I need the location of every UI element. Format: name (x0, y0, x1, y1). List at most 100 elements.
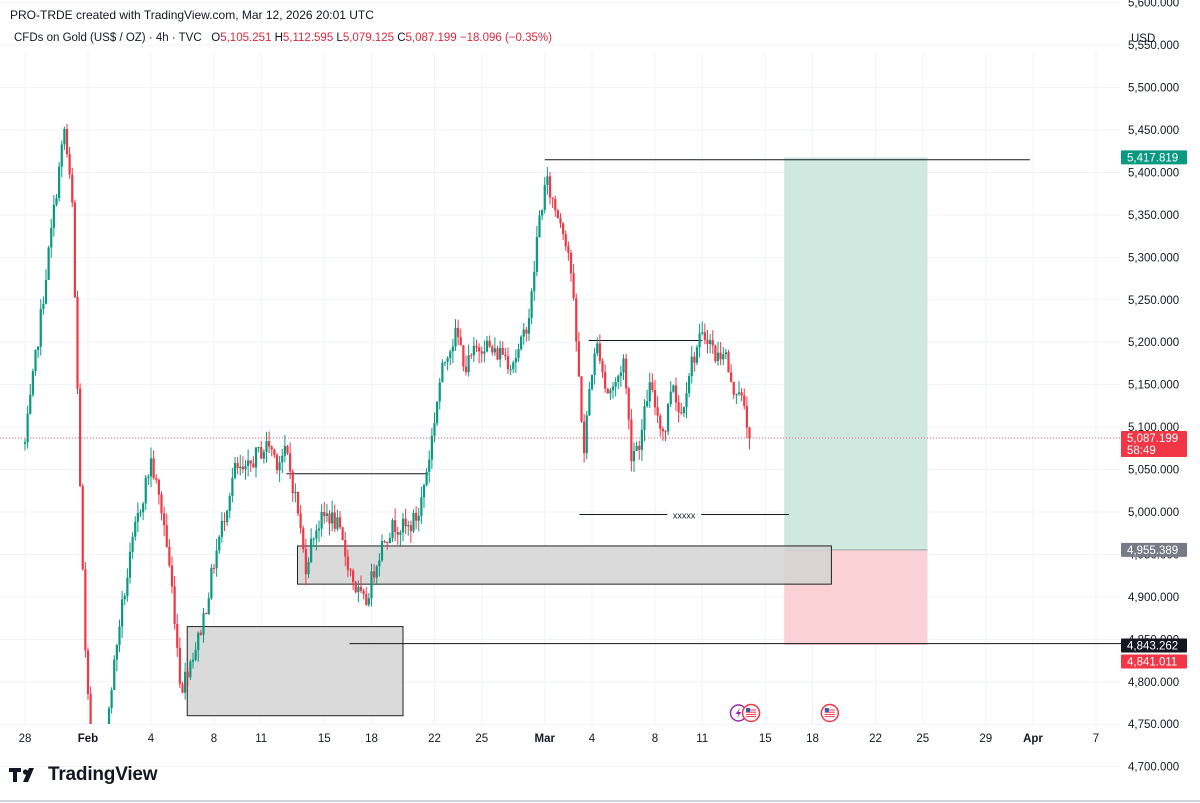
candle-body[interactable] (436, 401, 439, 424)
candle-body[interactable] (504, 354, 507, 357)
candle-body[interactable] (730, 372, 733, 382)
candle-body[interactable] (643, 406, 646, 430)
candle-body[interactable] (451, 346, 454, 352)
candle-body[interactable] (134, 521, 137, 537)
candle-body[interactable] (698, 333, 701, 348)
candle-body[interactable] (646, 401, 649, 407)
candle-body[interactable] (278, 462, 281, 471)
candle-body[interactable] (262, 451, 265, 459)
candle-body[interactable] (625, 358, 628, 389)
candle-body[interactable] (317, 528, 321, 531)
target-price-label[interactable] (1121, 150, 1187, 165)
candle-body[interactable] (344, 539, 347, 557)
candle-body[interactable] (727, 352, 730, 373)
candle-body[interactable] (575, 298, 578, 342)
candle-body[interactable] (449, 351, 452, 358)
candle-body[interactable] (270, 446, 273, 450)
candle-body[interactable] (559, 218, 562, 224)
candle-body[interactable] (669, 391, 672, 405)
candle-body[interactable] (693, 356, 696, 363)
candle-body[interactable] (394, 520, 397, 533)
candle-body[interactable] (160, 494, 163, 514)
candle-body[interactable] (37, 346, 40, 351)
candle-body[interactable] (530, 291, 533, 318)
candle-body[interactable] (585, 415, 588, 454)
candle-body[interactable] (338, 517, 342, 528)
candle-body[interactable] (304, 549, 307, 575)
candle-body[interactable] (236, 463, 239, 469)
candle-body[interactable] (522, 329, 525, 337)
candle-body[interactable] (252, 463, 255, 468)
candle-body[interactable] (315, 530, 318, 539)
candle-body[interactable] (383, 541, 386, 543)
candle-body[interactable] (499, 347, 502, 360)
candle-body[interactable] (149, 458, 153, 477)
symbol-name[interactable]: CFDs on Gold (US$ / OZ) · 4h · TVC (14, 32, 202, 44)
candle-body[interactable] (667, 404, 670, 432)
candle-body[interactable] (415, 512, 418, 521)
candle-body[interactable] (417, 515, 420, 521)
candle-body[interactable] (554, 198, 557, 211)
candle-body[interactable] (617, 376, 620, 383)
candle-body[interactable] (401, 518, 405, 533)
candle-body[interactable] (325, 513, 328, 516)
candle-body[interactable] (226, 510, 229, 523)
candle-body[interactable] (407, 525, 410, 527)
candle-body[interactable] (454, 327, 457, 347)
candle-body[interactable] (310, 538, 313, 562)
candle-body[interactable] (706, 339, 709, 345)
demand-zone-1[interactable] (296, 545, 832, 585)
candle-body[interactable] (685, 393, 688, 408)
candle-body[interactable] (107, 708, 111, 736)
candle-body[interactable] (52, 204, 55, 228)
candle-body[interactable] (604, 372, 607, 389)
candle-body[interactable] (178, 647, 181, 685)
candle-body[interactable] (76, 297, 79, 389)
candle-body[interactable] (674, 385, 678, 403)
candle-body[interactable] (31, 371, 34, 395)
candle-body[interactable] (517, 349, 520, 359)
candle-body[interactable] (34, 350, 37, 372)
candle-body[interactable] (202, 613, 205, 635)
candle-body[interactable] (380, 541, 384, 561)
candle-body[interactable] (653, 389, 657, 408)
candle-body[interactable] (147, 476, 150, 478)
candle-body[interactable] (462, 345, 465, 367)
low-price-label[interactable] (1121, 654, 1187, 669)
us-flag-event-icon[interactable] (741, 703, 761, 723)
candle-body[interactable] (535, 237, 538, 272)
candle-body[interactable] (373, 571, 376, 578)
candle-body[interactable] (661, 428, 664, 432)
candle-body[interactable] (425, 471, 428, 486)
candle-body[interactable] (428, 459, 431, 472)
candle-body[interactable] (611, 386, 615, 391)
candle-body[interactable] (716, 352, 720, 362)
candle-body[interactable] (191, 659, 195, 662)
candle-body[interactable] (86, 650, 90, 695)
candle-body[interactable] (205, 613, 208, 615)
candle-body[interactable] (496, 348, 499, 360)
candle-body[interactable] (100, 758, 102, 761)
candle-body[interactable] (732, 381, 735, 395)
candle-body[interactable] (176, 623, 179, 648)
candle-body[interactable] (478, 347, 481, 352)
candle-body[interactable] (126, 577, 129, 596)
candle-body[interactable] (588, 389, 591, 416)
candle-body[interactable] (391, 520, 394, 539)
candle-body[interactable] (701, 332, 704, 334)
candle-body[interactable] (294, 491, 297, 494)
currency-label[interactable]: USD (1131, 33, 1156, 45)
candle-body[interactable] (446, 357, 449, 362)
candle-body[interactable] (412, 512, 415, 532)
candle-body[interactable] (144, 477, 147, 504)
candle-body[interactable] (548, 176, 552, 198)
candle-body[interactable] (614, 382, 617, 387)
candle-body[interactable] (464, 366, 468, 373)
candle-body[interactable] (218, 536, 221, 551)
candle-body[interactable] (273, 449, 276, 455)
candle-body[interactable] (215, 550, 218, 569)
candle-body[interactable] (42, 303, 45, 309)
candle-body[interactable] (194, 649, 197, 660)
candle-body[interactable] (525, 329, 528, 334)
candle-body[interactable] (714, 345, 717, 362)
